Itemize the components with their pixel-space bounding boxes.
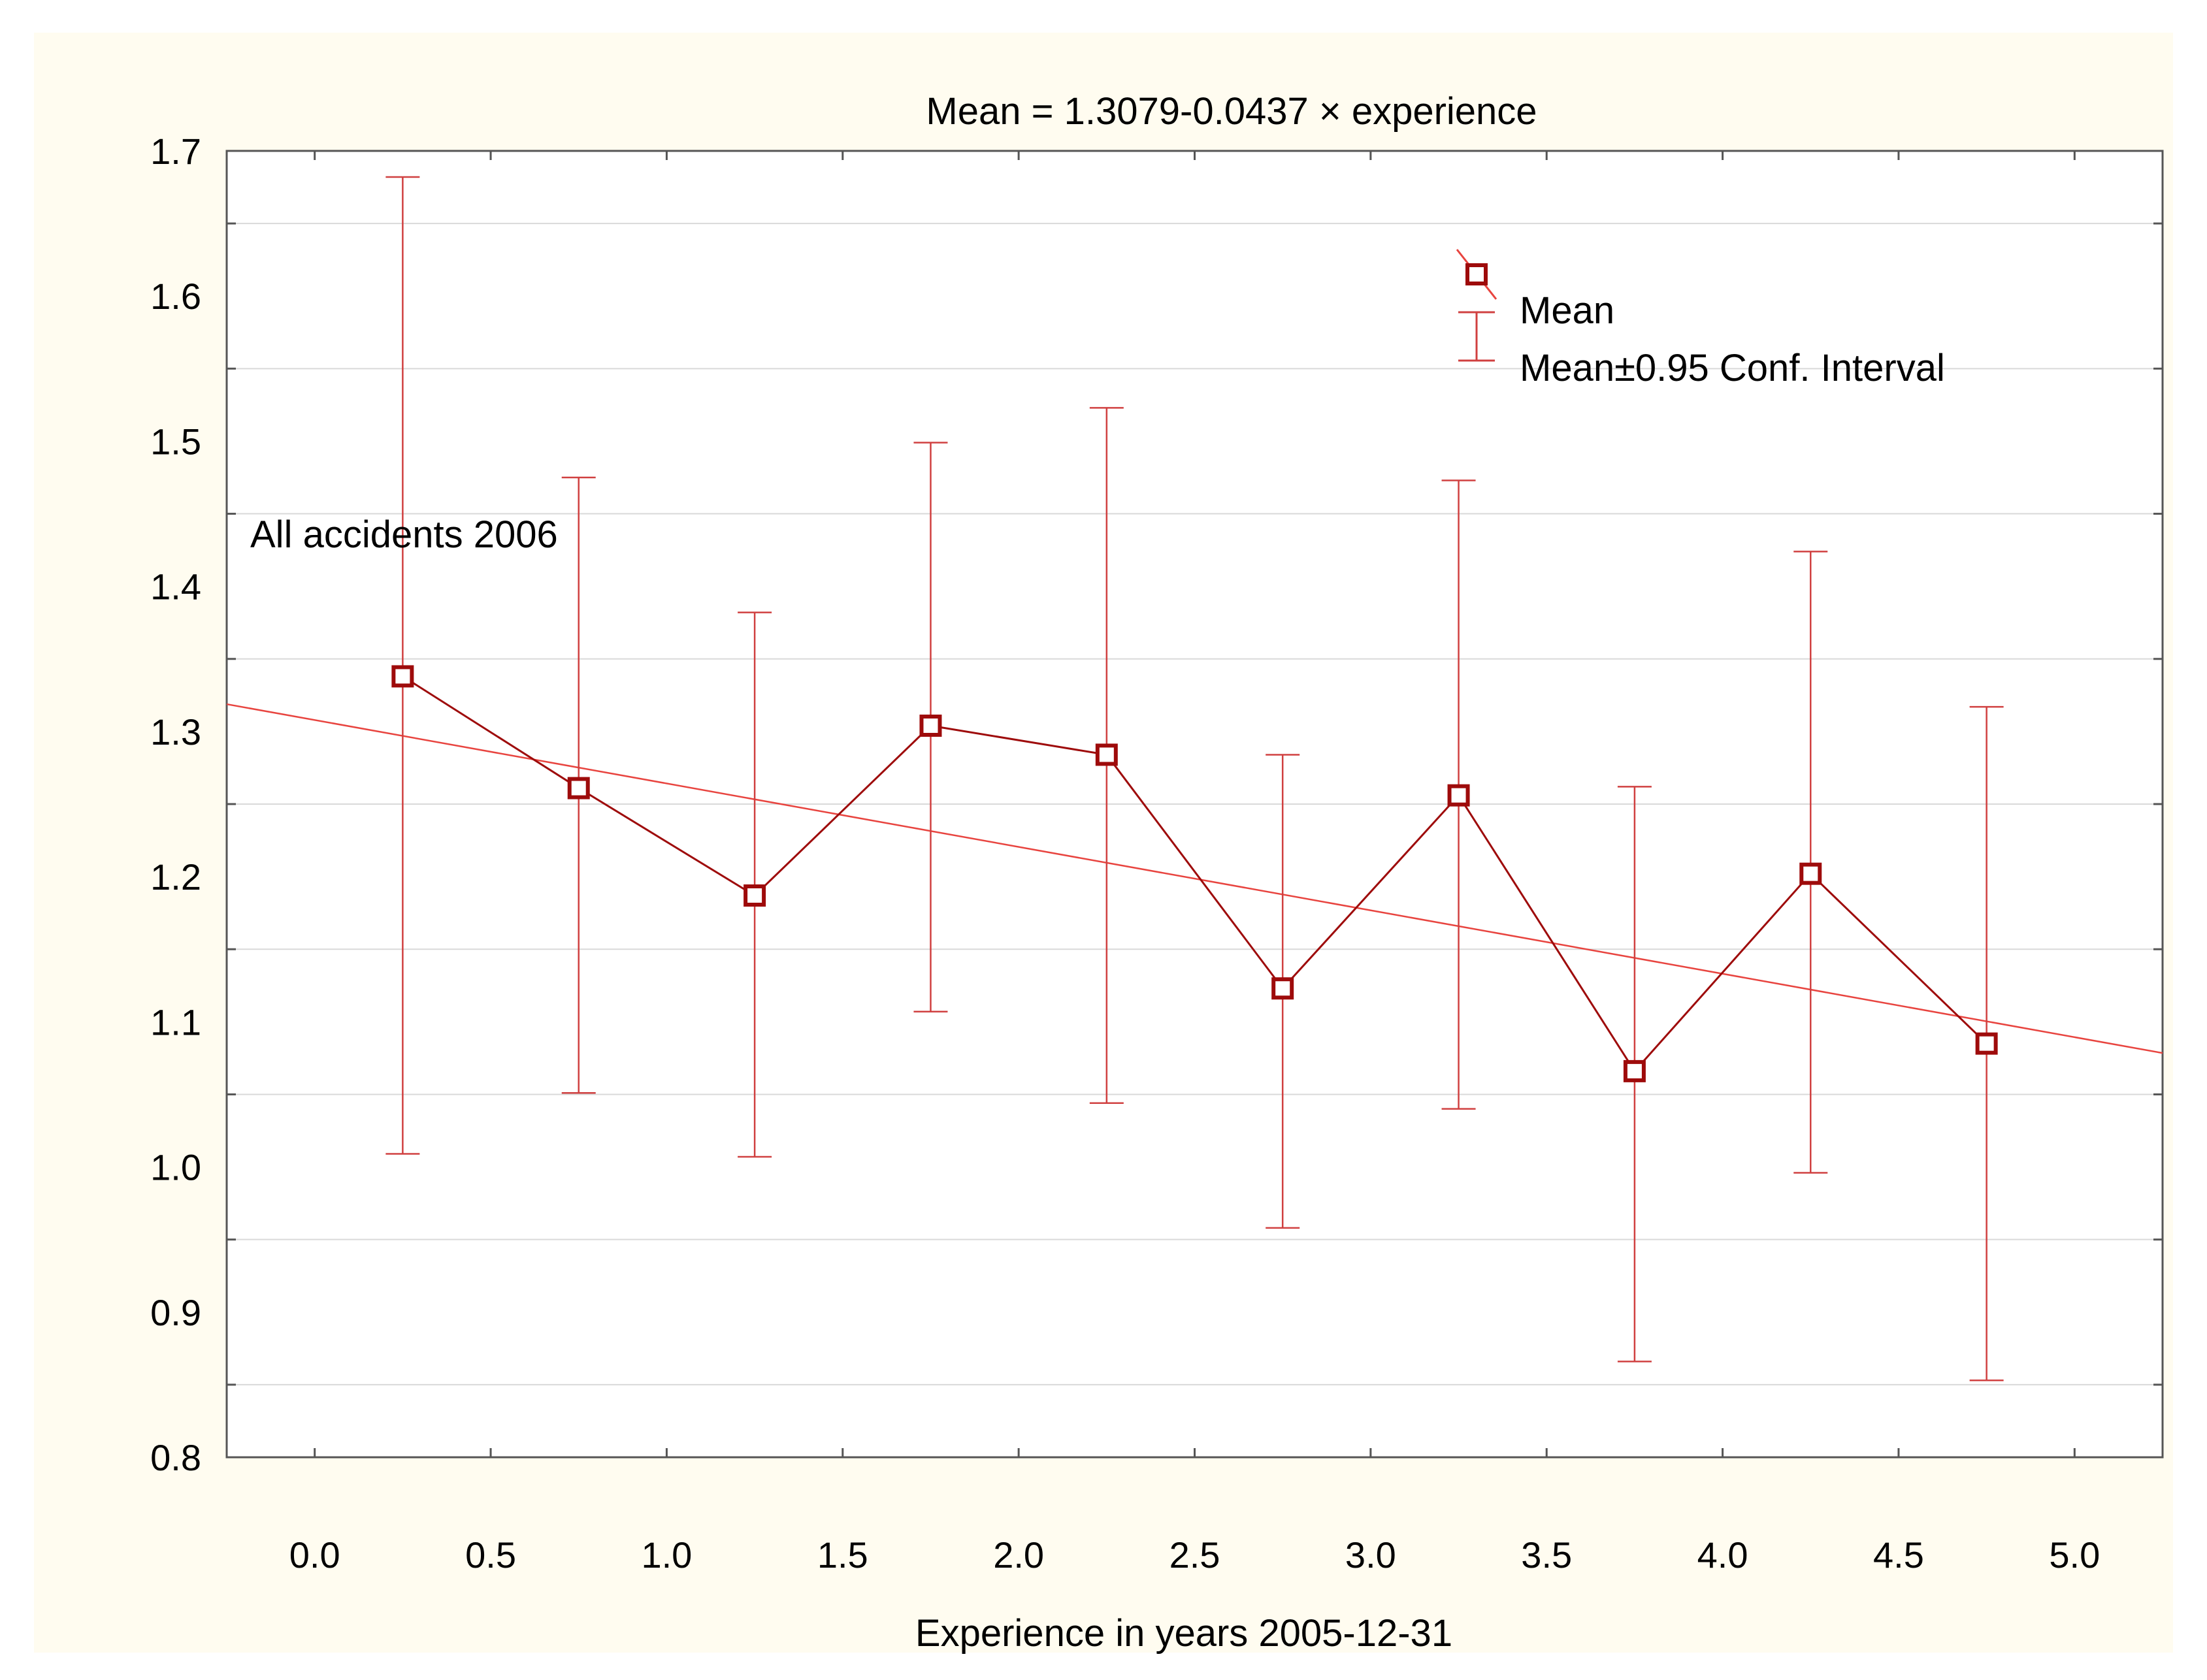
legend-label-ci: Mean±0.95 Conf. Interval: [1520, 347, 1945, 389]
tick-layer: 0.8 0.9 1.0 1.1 1.2 1.3 1.4 1.5 1.6 1.7 0.0 0.5 1.0 1…: [150, 131, 2163, 1575]
legend: [1456, 249, 1497, 362]
x-tick-label: 0.5: [465, 1534, 516, 1575]
x-tick-label: 1.5: [817, 1534, 868, 1575]
x-tick-label: 4.5: [1873, 1534, 1924, 1575]
series-line-mean: [402, 675, 1987, 1073]
grid-layer: [227, 223, 2163, 1385]
annotation-text: All accidents 2006: [250, 513, 558, 556]
data-point-marker: [1799, 862, 1822, 885]
data-point-marker: [567, 777, 590, 800]
fit-layer: [226, 703, 2163, 1054]
y-tick-label: 1.4: [150, 566, 201, 607]
chart-title: Mean = 1.3079-0.0437 × experience: [926, 90, 1537, 133]
x-tick-label: 4.0: [1697, 1534, 1748, 1575]
x-tick-label: 5.0: [2049, 1534, 2100, 1575]
x-tick-label: 1.0: [641, 1534, 692, 1575]
x-tick-label: 0.0: [289, 1534, 340, 1575]
series-layer: [402, 675, 1987, 1073]
y-tick-label: 1.0: [150, 1147, 201, 1188]
y-tick-label: 0.8: [150, 1437, 201, 1478]
marker-layer: [391, 665, 1998, 1082]
x-tick-label: 3.5: [1521, 1534, 1572, 1575]
y-tick-label: 0.9: [150, 1292, 201, 1333]
y-tick-label: 1.5: [150, 421, 201, 462]
regression-fit-line: [226, 703, 2163, 1054]
data-point-marker: [1623, 1059, 1646, 1082]
data-point-marker: [744, 884, 766, 907]
y-tick-label: 1.2: [150, 856, 201, 897]
data-point-marker: [919, 715, 942, 737]
y-tick-label: 1.7: [150, 131, 201, 172]
x-axis-label: Experience in years 2005-12-31: [915, 1612, 1452, 1655]
legend-marker-symbol: [1465, 263, 1488, 285]
x-tick-label: 2.5: [1169, 1534, 1220, 1575]
data-point-marker: [1975, 1032, 1998, 1055]
x-tick-label: 2.0: [993, 1534, 1044, 1575]
data-point-marker: [1447, 784, 1470, 807]
legend-label-mean: Mean: [1520, 289, 1614, 332]
data-point-marker: [391, 665, 414, 688]
y-tick-label: 1.3: [150, 711, 201, 752]
y-tick-label: 1.1: [150, 1001, 201, 1042]
data-point-marker: [1271, 977, 1294, 1000]
data-point-marker: [1095, 743, 1118, 766]
y-tick-label: 1.6: [150, 276, 201, 317]
x-tick-label: 3.0: [1345, 1534, 1396, 1575]
